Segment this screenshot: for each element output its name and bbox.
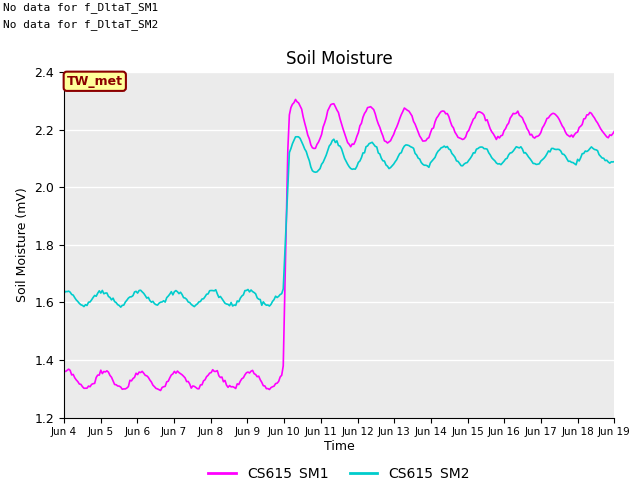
CS615_SM1 <box>226 383 234 388</box>
Title: Soil Moisture: Soil Moisture <box>286 49 392 68</box>
X-axis label: Time: Time <box>324 440 355 453</box>
CS615_SM1 <box>157 388 164 394</box>
CS615_SM2 <box>304 154 312 159</box>
CS615_SM2 <box>253 295 261 301</box>
CS615_SM1 <box>253 374 261 380</box>
CS615_SM2 <box>226 303 234 309</box>
Legend: CS615_SM1, CS615_SM2: CS615_SM1, CS615_SM2 <box>203 461 476 480</box>
CS615_SM1 <box>292 96 300 102</box>
Line: CS615_SM1: CS615_SM1 <box>64 99 614 391</box>
CS615_SM1 <box>611 128 618 134</box>
Line: CS615_SM2: CS615_SM2 <box>64 137 614 307</box>
Y-axis label: Soil Moisture (mV): Soil Moisture (mV) <box>16 187 29 302</box>
CS615_SM2 <box>117 304 125 310</box>
CS615_SM1 <box>60 368 68 374</box>
CS615_SM2 <box>611 159 618 165</box>
CS615_SM1 <box>244 369 252 375</box>
CS615_SM2 <box>60 290 68 296</box>
Text: No data for f_DltaT_SM1: No data for f_DltaT_SM1 <box>3 2 159 13</box>
CS615_SM1 <box>304 132 312 138</box>
Text: TW_met: TW_met <box>67 75 123 88</box>
CS615_SM1 <box>583 112 591 118</box>
CS615_SM2 <box>293 134 301 140</box>
CS615_SM2 <box>129 293 137 299</box>
Text: No data for f_DltaT_SM2: No data for f_DltaT_SM2 <box>3 19 159 30</box>
CS615_SM2 <box>583 149 591 155</box>
CS615_SM2 <box>244 287 252 292</box>
CS615_SM1 <box>127 378 135 384</box>
